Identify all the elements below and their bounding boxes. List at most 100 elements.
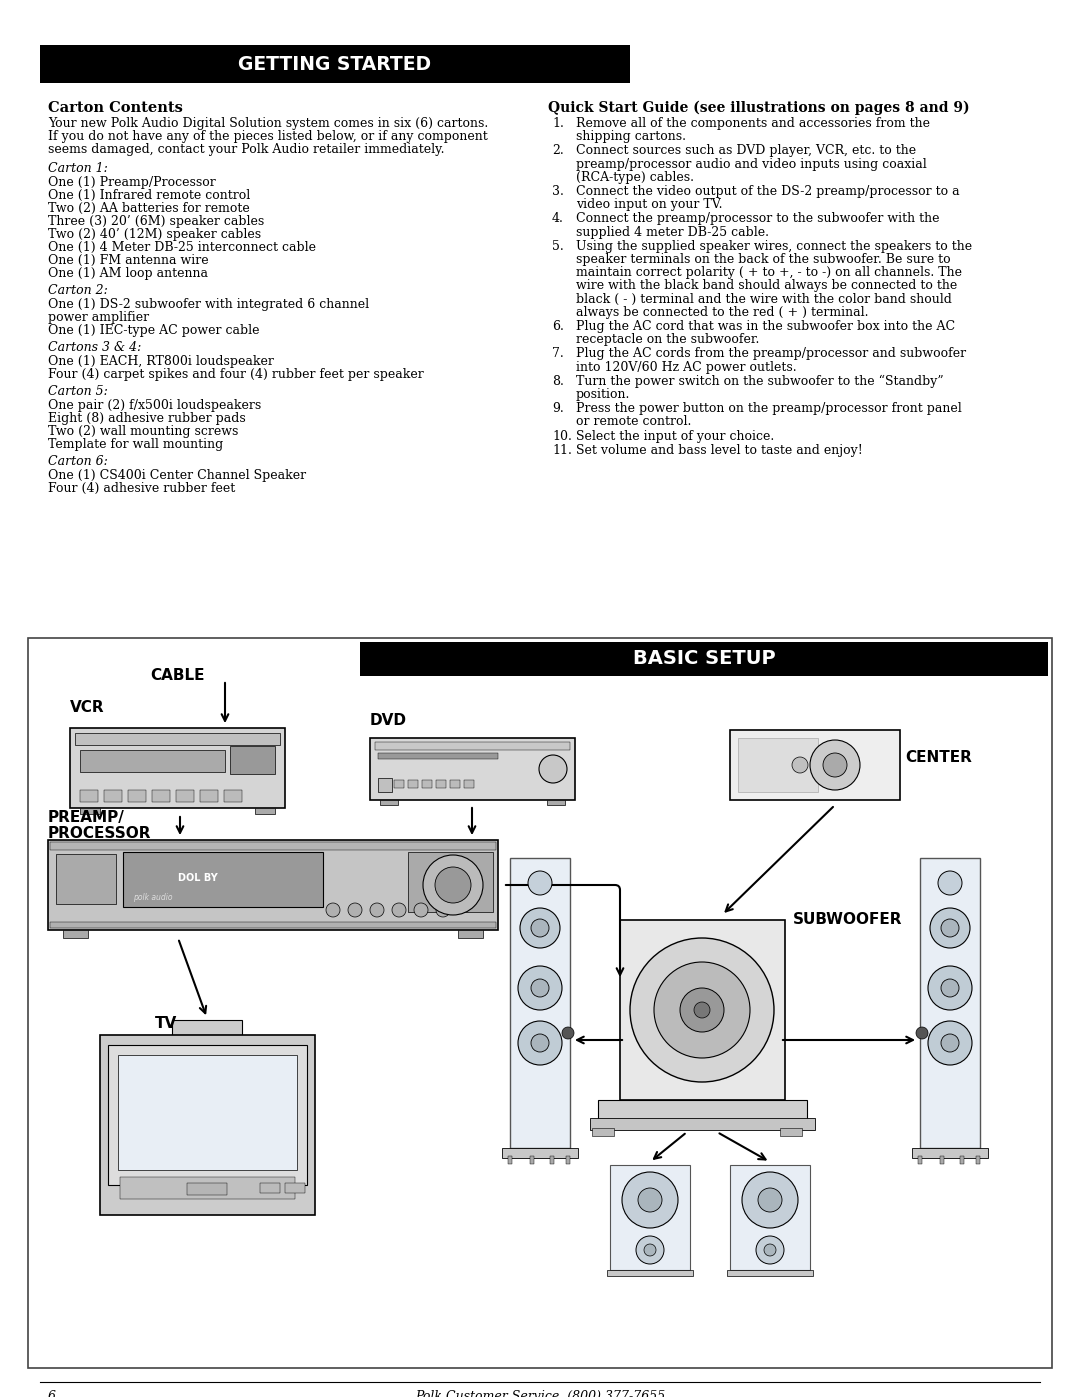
Bar	[224, 789, 242, 802]
Text: preamp/processor audio and video inputs using coaxial: preamp/processor audio and video inputs …	[576, 158, 927, 170]
Text: Carton Contents: Carton Contents	[48, 101, 183, 115]
Text: One (1) AM loop antenna: One (1) AM loop antenna	[48, 267, 208, 279]
Text: GETTING STARTED: GETTING STARTED	[239, 54, 432, 74]
Circle shape	[928, 1021, 972, 1065]
Circle shape	[756, 1236, 784, 1264]
Text: PREAMP/: PREAMP/	[48, 810, 125, 826]
Bar	[422, 780, 432, 788]
Text: Remove all of the components and accessories from the: Remove all of the components and accesso…	[576, 117, 930, 130]
Text: 5.: 5.	[552, 240, 564, 253]
Bar	[104, 789, 122, 802]
Text: Turn the power switch on the subwoofer to the “Standby”: Turn the power switch on the subwoofer t…	[576, 374, 944, 388]
Bar	[200, 789, 218, 802]
Circle shape	[348, 902, 362, 916]
Circle shape	[423, 855, 483, 915]
Text: 2.: 2.	[552, 144, 564, 158]
Text: If you do not have any of the pieces listed below, or if any component: If you do not have any of the pieces lis…	[48, 130, 488, 142]
Text: 8.: 8.	[552, 374, 564, 388]
Bar	[620, 921, 785, 1099]
Circle shape	[435, 868, 471, 902]
Bar	[75, 733, 280, 745]
Text: Polk Customer Service  (800) 377-7655: Polk Customer Service (800) 377-7655	[415, 1390, 665, 1397]
Text: CENTER: CENTER	[905, 750, 972, 766]
Bar	[378, 778, 392, 792]
Bar	[187, 1183, 227, 1194]
Text: Press the power button on the preamp/processor front panel: Press the power button on the preamp/pro…	[576, 402, 962, 415]
Circle shape	[392, 902, 406, 916]
Text: black ( - ) terminal and the wire with the color band should: black ( - ) terminal and the wire with t…	[576, 292, 951, 306]
Circle shape	[928, 965, 972, 1010]
Text: 6: 6	[48, 1390, 56, 1397]
Text: Two (2) 40’ (12M) speaker cables: Two (2) 40’ (12M) speaker cables	[48, 228, 261, 242]
Text: video input on your TV.: video input on your TV.	[576, 198, 723, 211]
Bar	[80, 789, 98, 802]
Circle shape	[694, 1002, 710, 1018]
Bar	[70, 728, 285, 807]
Circle shape	[531, 919, 549, 937]
Bar	[780, 1127, 802, 1136]
Bar	[40, 45, 630, 82]
Circle shape	[518, 965, 562, 1010]
Text: seems damaged, contact your Polk Audio retailer immediately.: seems damaged, contact your Polk Audio r…	[48, 142, 445, 156]
Text: Plug the AC cord that was in the subwoofer box into the AC: Plug the AC cord that was in the subwoof…	[576, 320, 955, 332]
Text: Four (4) adhesive rubber feet: Four (4) adhesive rubber feet	[48, 482, 235, 495]
Text: VCR: VCR	[70, 700, 105, 715]
Bar	[566, 1155, 570, 1164]
Bar	[285, 1183, 305, 1193]
Bar	[546, 800, 565, 805]
Text: Plug the AC cords from the preamp/processor and subwoofer: Plug the AC cords from the preamp/proces…	[576, 348, 967, 360]
Circle shape	[622, 1172, 678, 1228]
Bar	[590, 1118, 815, 1130]
Text: One pair (2) f/x500i loudspeakers: One pair (2) f/x500i loudspeakers	[48, 400, 261, 412]
Text: Cartons 3 & 4:: Cartons 3 & 4:	[48, 341, 141, 353]
Circle shape	[823, 753, 847, 777]
Text: or remote control.: or remote control.	[576, 415, 691, 429]
Circle shape	[764, 1243, 777, 1256]
Circle shape	[758, 1187, 782, 1213]
Text: shipping cartons.: shipping cartons.	[576, 130, 686, 144]
Bar	[108, 1045, 307, 1185]
Circle shape	[518, 1021, 562, 1065]
Bar	[436, 780, 446, 788]
Bar	[508, 1155, 512, 1164]
Text: Three (3) 20’ (6M) speaker cables: Three (3) 20’ (6M) speaker cables	[48, 215, 265, 228]
Bar	[375, 742, 570, 750]
Bar	[230, 746, 275, 774]
Circle shape	[414, 902, 428, 916]
Bar	[255, 807, 275, 814]
Text: 10.: 10.	[552, 430, 572, 443]
Text: (RCA-type) cables.: (RCA-type) cables.	[576, 170, 694, 184]
Text: Connect the video output of the DS-2 preamp/processor to a: Connect the video output of the DS-2 pre…	[576, 184, 960, 198]
Bar	[394, 780, 404, 788]
Circle shape	[370, 902, 384, 916]
Bar	[912, 1148, 988, 1158]
Text: Carton 1:: Carton 1:	[48, 162, 108, 175]
Text: Connect the preamp/processor to the subwoofer with the: Connect the preamp/processor to the subw…	[576, 212, 940, 225]
Circle shape	[531, 979, 549, 997]
Text: 11.: 11.	[552, 444, 572, 457]
Text: power amplifier: power amplifier	[48, 312, 149, 324]
Text: Two (2) wall mounting screws: Two (2) wall mounting screws	[48, 425, 239, 439]
Circle shape	[916, 1027, 928, 1039]
Text: TV: TV	[156, 1016, 177, 1031]
Circle shape	[810, 740, 860, 789]
Text: maintain correct polarity ( + to +, - to -) on all channels. The: maintain correct polarity ( + to +, - to…	[576, 267, 962, 279]
Text: 7.: 7.	[552, 348, 564, 360]
Text: receptacle on the subwoofer.: receptacle on the subwoofer.	[576, 334, 759, 346]
Bar	[129, 789, 146, 802]
Bar	[464, 780, 474, 788]
Text: 3.: 3.	[552, 184, 564, 198]
Bar	[730, 1165, 810, 1270]
Bar	[56, 854, 116, 904]
Bar	[960, 1155, 964, 1164]
Bar	[176, 789, 194, 802]
Circle shape	[939, 870, 962, 895]
Text: into 120V/60 Hz AC power outlets.: into 120V/60 Hz AC power outlets.	[576, 360, 797, 373]
Circle shape	[638, 1187, 662, 1213]
Text: Connect sources such as DVD player, VCR, etc. to the: Connect sources such as DVD player, VCR,…	[576, 144, 916, 158]
Bar	[738, 738, 818, 792]
Circle shape	[644, 1243, 656, 1256]
Text: CABLE: CABLE	[150, 668, 204, 683]
Bar	[370, 738, 575, 800]
Circle shape	[519, 908, 561, 949]
